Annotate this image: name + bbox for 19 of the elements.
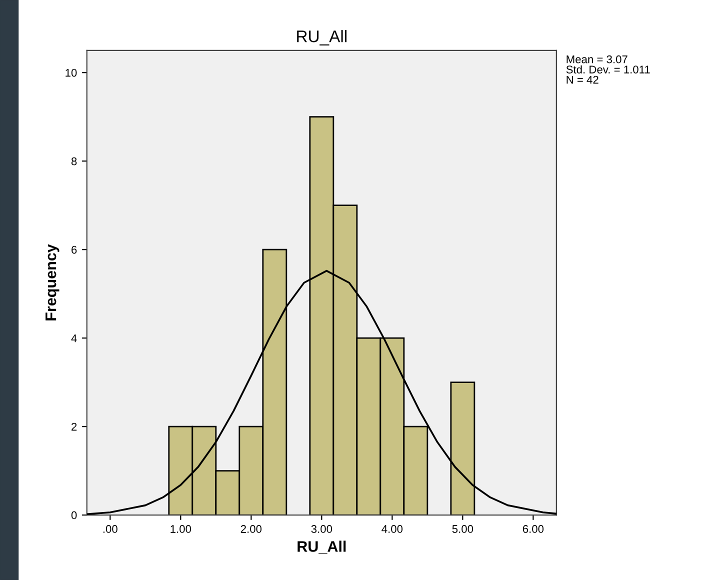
text: N = 42 xyxy=(566,76,598,84)
x-tick-label: 2.00 xyxy=(240,525,262,533)
y-axis-title: Frequency xyxy=(46,244,60,320)
x-tick-label: .00 xyxy=(103,525,118,533)
x-axis-title: RU_All xyxy=(298,540,346,554)
y-tick-label: 4 xyxy=(71,334,77,342)
x-tick-label: 1.00 xyxy=(170,525,192,533)
y-tick-label: 8 xyxy=(71,157,77,166)
chart-title: RU_All xyxy=(297,30,346,46)
y-tick-label: 6 xyxy=(72,246,77,254)
y-tick-label: 10 xyxy=(66,68,77,77)
x-tick-label: 6.00 xyxy=(522,525,544,533)
x-tick-label: 5.00 xyxy=(452,525,474,533)
y-tick-label: 2 xyxy=(72,422,77,431)
x-tick-label: 3.00 xyxy=(311,525,332,533)
text: Mean = 3.07 xyxy=(566,55,628,64)
x-tick-label: 4.00 xyxy=(382,525,403,533)
text: Std. Dev. = 1.011 xyxy=(566,65,650,74)
y-tick-label: 0 xyxy=(71,511,77,520)
